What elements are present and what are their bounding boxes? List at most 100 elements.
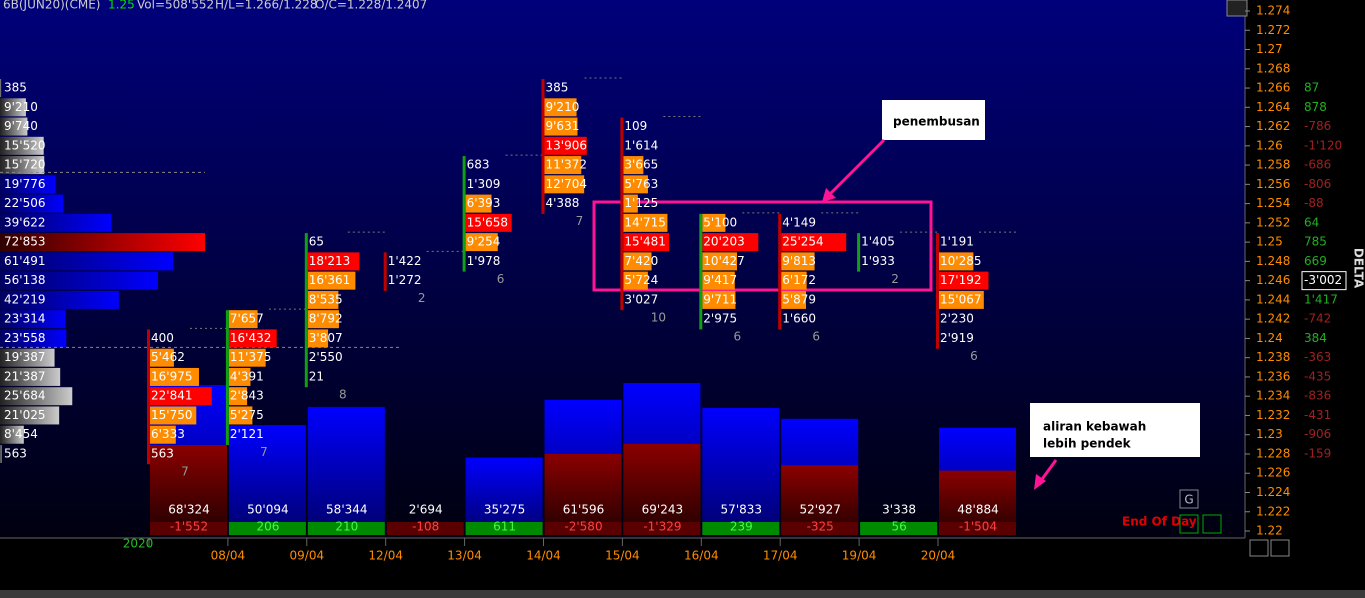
profile-label: 15'520 bbox=[4, 138, 45, 152]
open-close-bar bbox=[857, 233, 861, 272]
column-count: 7 bbox=[181, 464, 189, 478]
delta-strip bbox=[544, 522, 622, 535]
cell-value: 1'933 bbox=[861, 254, 895, 268]
cell-value: 15'067 bbox=[940, 292, 981, 306]
cell-value: 16'361 bbox=[309, 273, 350, 287]
column-volume: 57'833 bbox=[721, 503, 762, 517]
cell-value: 4'391 bbox=[230, 369, 264, 383]
cell-value: 9'210 bbox=[546, 100, 580, 114]
cell-bg bbox=[544, 175, 585, 194]
column-delta: 206 bbox=[256, 520, 279, 534]
cell-bg bbox=[228, 367, 251, 386]
cell-bg bbox=[702, 290, 736, 309]
price-label: 1.268 bbox=[1256, 61, 1290, 75]
delta-value: 87 bbox=[1304, 81, 1319, 95]
cell-value: 8'535 bbox=[309, 292, 343, 306]
cell-value: 8'792 bbox=[309, 312, 343, 326]
price-label: 1.23 bbox=[1256, 427, 1283, 441]
profile-bar bbox=[0, 213, 112, 232]
cell-value: 65 bbox=[309, 235, 324, 249]
column-count: 2 bbox=[418, 291, 426, 305]
open-close-bar bbox=[462, 156, 466, 272]
profile-label: 9'740 bbox=[4, 119, 38, 133]
open-close-bar bbox=[936, 233, 939, 349]
cell-bg bbox=[307, 310, 339, 329]
column-delta: -2'580 bbox=[564, 520, 602, 534]
profile-bar bbox=[0, 387, 73, 406]
cell-value: 16'432 bbox=[230, 331, 271, 345]
delta-strip bbox=[939, 522, 1016, 535]
profile-bar bbox=[0, 79, 2, 98]
annotation-box bbox=[882, 100, 985, 140]
cell-bg bbox=[150, 348, 174, 367]
scroll-right[interactable] bbox=[1270, 539, 1290, 557]
delta-title: DELTA bbox=[1352, 248, 1365, 289]
cell-value: 3'027 bbox=[624, 292, 658, 306]
last-price: 1.25 bbox=[108, 0, 135, 12]
cell-bg bbox=[623, 233, 670, 252]
delta-value: -3'002 bbox=[1304, 273, 1342, 287]
annotation-text: penembusan bbox=[893, 115, 980, 129]
price-label: 1.25 bbox=[1256, 235, 1283, 249]
delta-value: 878 bbox=[1304, 100, 1327, 114]
delta-value: -742 bbox=[1304, 312, 1331, 326]
cell-value: 11'375 bbox=[230, 350, 271, 364]
delta-strip bbox=[623, 522, 701, 535]
price-label: 1.272 bbox=[1256, 23, 1290, 37]
delta-value: -906 bbox=[1304, 427, 1331, 441]
cell-value: 400 bbox=[151, 331, 174, 345]
cell-value: 1'405 bbox=[861, 235, 895, 249]
annotation-box bbox=[1030, 403, 1200, 457]
column-count: 6 bbox=[733, 330, 741, 344]
cell-value: 5'100 bbox=[703, 215, 737, 229]
column-delta: 210 bbox=[335, 520, 358, 534]
cell-bg bbox=[150, 367, 199, 386]
price-label: 1.232 bbox=[1256, 408, 1290, 422]
high-low: H/L=1.266/1.228 bbox=[215, 0, 318, 12]
profile-label: 22'506 bbox=[4, 196, 45, 210]
profile-label: 563 bbox=[4, 446, 27, 460]
profile-label: 56'138 bbox=[4, 273, 45, 287]
g-button[interactable] bbox=[1179, 489, 1199, 509]
column-delta: -1'504 bbox=[959, 520, 997, 534]
cell-value: 11'372 bbox=[546, 158, 587, 172]
column-delta: -1'329 bbox=[643, 520, 681, 534]
date-label: 16/04 bbox=[684, 549, 719, 563]
cell-bg bbox=[702, 233, 759, 252]
volume-info: Vol=508'552 bbox=[137, 0, 214, 12]
cell-value: 9'631 bbox=[546, 119, 580, 133]
price-label: 1.236 bbox=[1256, 369, 1290, 383]
cell-bg bbox=[939, 271, 989, 290]
cell-bg bbox=[781, 290, 807, 309]
date-label: 09/04 bbox=[290, 549, 325, 563]
cell-bg bbox=[939, 252, 974, 271]
cell-bg bbox=[702, 213, 726, 232]
price-label: 1.266 bbox=[1256, 81, 1290, 95]
tool-button[interactable] bbox=[1226, 0, 1248, 17]
symbol: 6B(JUN20)(CME) bbox=[3, 0, 100, 12]
cell-bg bbox=[228, 387, 248, 406]
column-count: 10 bbox=[651, 310, 666, 324]
cell-bg bbox=[939, 290, 984, 309]
toggle-button[interactable] bbox=[1202, 514, 1222, 534]
profile-bar bbox=[0, 156, 45, 175]
price-label: 1.258 bbox=[1256, 158, 1290, 172]
annotation-text: aliran kebawah bbox=[1043, 420, 1146, 434]
arrow bbox=[1038, 459, 1058, 483]
cell-value: 22'841 bbox=[151, 389, 192, 403]
cell-bg bbox=[228, 406, 253, 425]
date-label: 08/04 bbox=[211, 549, 246, 563]
scroll-left[interactable] bbox=[1249, 539, 1269, 557]
cell-value: 1'422 bbox=[388, 254, 422, 268]
date-label: 19/04 bbox=[842, 549, 877, 563]
toggle-button[interactable] bbox=[1179, 514, 1199, 534]
delta-value: 1'417 bbox=[1304, 292, 1338, 306]
cell-value: 7'420 bbox=[624, 254, 658, 268]
profile-label: 61'491 bbox=[4, 254, 45, 268]
delta-value: -1'120 bbox=[1304, 138, 1342, 152]
price-label: 1.234 bbox=[1256, 389, 1290, 403]
profile-bar bbox=[0, 252, 174, 271]
column-volume: 69'243 bbox=[642, 503, 683, 517]
delta-strip bbox=[781, 522, 859, 535]
profile-label: 19'387 bbox=[4, 350, 45, 364]
